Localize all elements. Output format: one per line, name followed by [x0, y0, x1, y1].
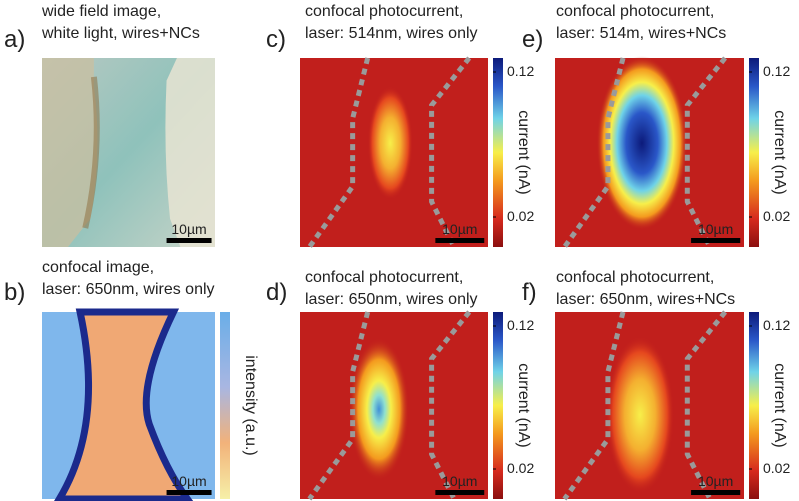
colorbar-tick-label: 0.02 — [507, 460, 534, 476]
colorbar-tick-label: 0.12 — [507, 317, 534, 333]
colorbar — [749, 58, 759, 247]
colorbar — [493, 58, 503, 247]
colorbar-tick-label: 0.12 — [763, 317, 790, 333]
panel-title: confocal photocurrent, — [556, 269, 714, 286]
panel: d) confocal photocurrent, laser: 650nm, wi… — [266, 269, 534, 499]
scale-bar-label: 10µm — [698, 473, 733, 489]
hot-spot — [597, 56, 688, 230]
scale-bar — [167, 238, 212, 243]
colorbar-tick-label: 0.12 — [507, 63, 534, 79]
colorbar-tick-label: 0.02 — [763, 208, 790, 224]
scale-bar-label: 10µm — [442, 221, 477, 237]
panel-title: laser: 650nm, wires only — [305, 291, 478, 308]
colorbar-label: current (nA) — [771, 363, 788, 447]
panel-label: f) — [522, 279, 537, 306]
panel: c) confocal photocurrent, laser: 514nm, wi… — [266, 3, 534, 247]
colorbar — [749, 312, 759, 499]
colorbar-label: current (nA) — [771, 110, 788, 194]
panel-title: laser: 650nm, wires+NCs — [556, 291, 735, 308]
panel: f) confocal photocurrent, laser: 650nm, wi… — [522, 269, 790, 499]
scale-bar — [691, 238, 740, 243]
colorbar-tick-label: 0.02 — [763, 460, 790, 476]
scale-bar — [435, 490, 484, 495]
colorbar-tick-label: 0.02 — [507, 208, 534, 224]
panel-title: laser: 514m, wires+NCs — [556, 25, 726, 42]
panel-title: laser: 514nm, wires only — [305, 25, 478, 42]
panel-label: a) — [4, 26, 25, 53]
panel-title: wide field image, — [41, 3, 161, 20]
panel-title: confocal photocurrent, — [305, 3, 463, 20]
scale-bar-label: 10µm — [698, 221, 733, 237]
panel: e) confocal photocurrent, laser: 514m, wir… — [522, 3, 790, 247]
panel-title: confocal image, — [42, 259, 154, 276]
panel-label: b) — [4, 279, 25, 306]
figure: a) wide field image, white light, wires+NC… — [0, 0, 799, 501]
panel-label: c) — [266, 26, 286, 53]
panel-title: white light, wires+NCs — [41, 25, 200, 42]
colorbar-label: current (nA) — [515, 110, 532, 194]
panel: a) wide field image, white light, wires+NC… — [4, 3, 215, 247]
colorbar-label: current (nA) — [515, 363, 532, 447]
colorbar-label: intensity (a.u.) — [242, 355, 259, 455]
panels: a) wide field image, white light, wires+NC… — [4, 3, 790, 499]
scale-bar — [691, 490, 740, 495]
colorbar-tick-label: 0.12 — [763, 63, 790, 79]
panel-title: confocal photocurrent, — [305, 269, 463, 286]
panel-label: e) — [522, 26, 543, 53]
colorbar — [220, 312, 230, 499]
panel: b) confocal image, laser: 650nm, wires onl… — [4, 259, 259, 499]
panel-title: confocal photocurrent, — [556, 3, 714, 20]
scale-bar — [435, 238, 484, 243]
colorbar — [493, 312, 503, 499]
hot-spot — [368, 86, 413, 199]
hot-spot — [606, 336, 674, 493]
panel-label: d) — [266, 279, 287, 306]
panel-title: laser: 650nm, wires only — [42, 281, 215, 298]
wire — [165, 58, 215, 247]
scale-bar-label: 10µm — [442, 473, 477, 489]
scale-bar-label: 10µm — [171, 221, 206, 237]
scale-bar-label: 10µm — [171, 473, 206, 489]
scale-bar — [167, 490, 212, 495]
